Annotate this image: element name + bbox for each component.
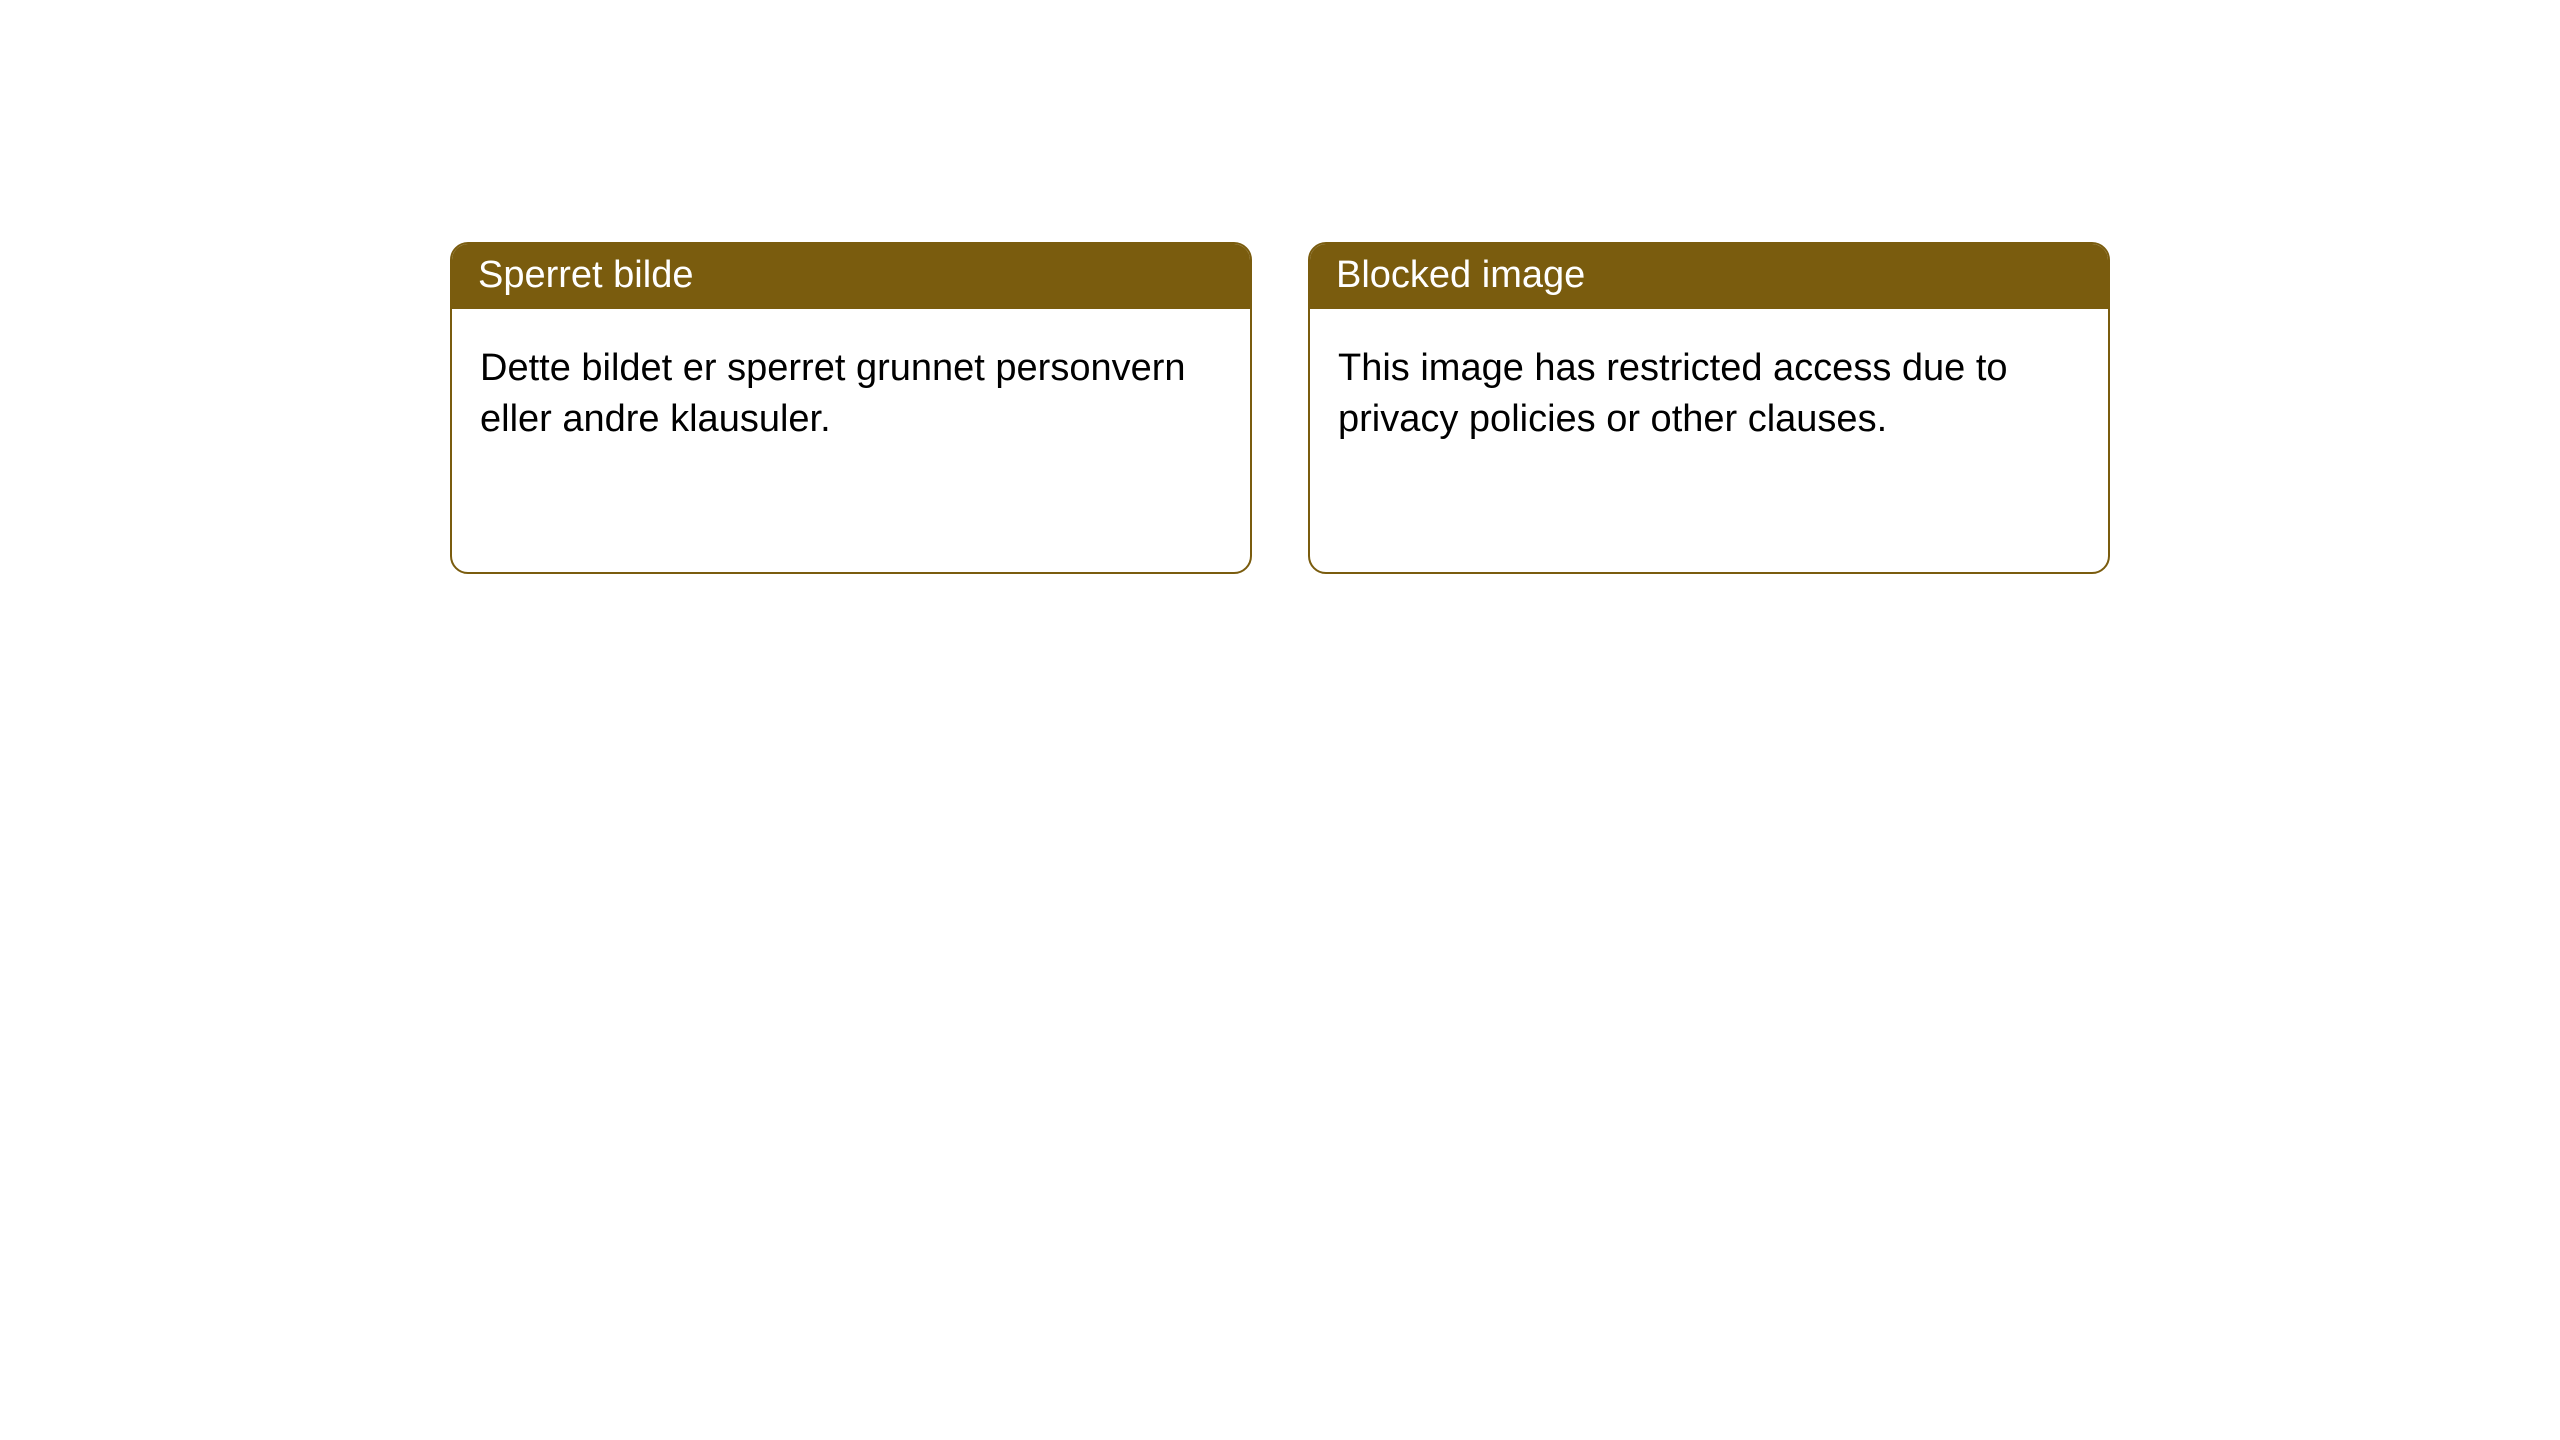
card-body-text: Dette bildet er sperret grunnet personve… <box>480 347 1186 440</box>
notice-cards-container: Sperret bilde Dette bildet er sperret gr… <box>450 242 2110 574</box>
card-body-text: This image has restricted access due to … <box>1338 347 2008 440</box>
card-header: Sperret bilde <box>452 244 1250 309</box>
card-body: This image has restricted access due to … <box>1310 309 2108 479</box>
card-header: Blocked image <box>1310 244 2108 309</box>
notice-card-english: Blocked image This image has restricted … <box>1308 242 2110 574</box>
notice-card-norwegian: Sperret bilde Dette bildet er sperret gr… <box>450 242 1252 574</box>
card-body: Dette bildet er sperret grunnet personve… <box>452 309 1250 479</box>
card-header-text: Blocked image <box>1336 254 1585 296</box>
card-header-text: Sperret bilde <box>478 254 693 296</box>
